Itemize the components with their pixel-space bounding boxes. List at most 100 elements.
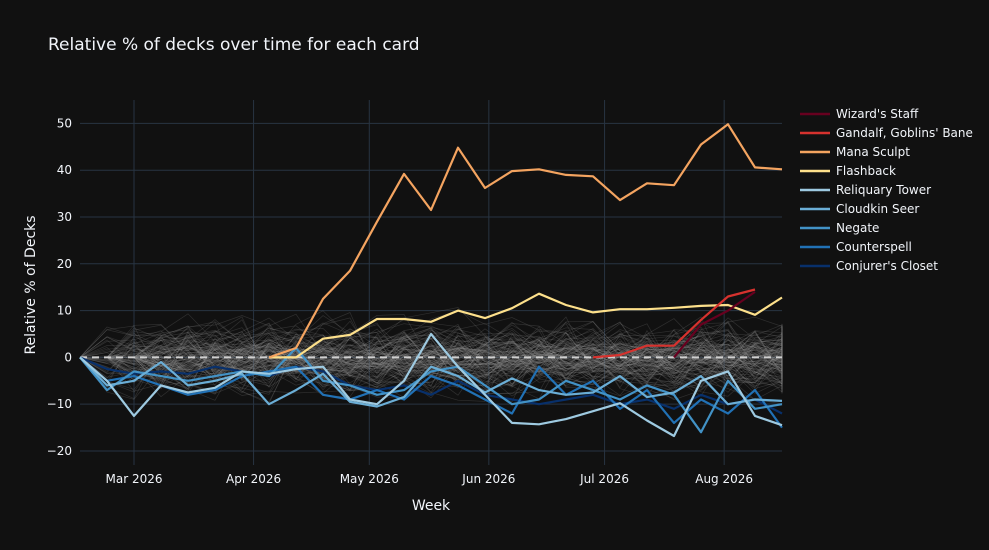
plot-area: [80, 100, 782, 465]
background-line: [106, 339, 783, 372]
legend-item[interactable]: Negate: [800, 221, 879, 235]
legend-item[interactable]: Gandalf, Goblins' Bane: [800, 126, 973, 140]
legend-label: Wizard's Staff: [836, 107, 919, 121]
background-line: [79, 336, 783, 388]
background-line: [106, 345, 783, 366]
background-line: [79, 330, 783, 390]
background-line: [106, 347, 783, 370]
background-line: [133, 346, 783, 370]
x-tick-label: Aug 2026: [695, 472, 753, 486]
background-line: [133, 348, 783, 372]
y-tick-label: 50: [57, 116, 72, 130]
background-line: [106, 323, 783, 392]
legend-label: Flashback: [836, 164, 896, 178]
x-axis-title: Week: [412, 498, 451, 514]
background-line: [79, 341, 783, 377]
legend-label: Cloudkin Seer: [836, 202, 919, 216]
series-line: [79, 356, 783, 408]
series-line: [269, 292, 783, 359]
background-line: [106, 330, 783, 395]
background-line: [133, 332, 783, 376]
background-line: [106, 334, 783, 389]
y-axis-title: Relative % of Decks: [23, 215, 39, 354]
background-line: [106, 345, 783, 367]
legend-item[interactable]: Wizard's Staff: [800, 107, 919, 121]
legend-label: Mana Sculpt: [836, 145, 910, 159]
legend: Wizard's Staff Gandalf, Goblins' Bane Mana…: [800, 107, 973, 273]
x-tick-label: May 2026: [340, 472, 399, 486]
background-line: [133, 332, 783, 401]
background-line: [133, 319, 783, 396]
series-line: [592, 288, 756, 359]
series-line: [268, 123, 783, 359]
background-line: [133, 335, 783, 378]
background-line: [106, 343, 783, 374]
background-line: [106, 338, 783, 377]
background-line: [133, 316, 783, 392]
background-line: [133, 341, 783, 374]
x-tick-label: Mar 2026: [106, 472, 163, 486]
series-line: [79, 346, 783, 434]
legend-item[interactable]: Flashback: [800, 164, 896, 178]
background-line: [79, 339, 783, 375]
y-tick-label: 30: [57, 210, 72, 224]
background-line: [106, 324, 783, 405]
background-line: [133, 341, 783, 375]
legend-label: Conjurer's Closet: [836, 259, 938, 273]
background-line: [79, 307, 783, 400]
background-line: [106, 325, 783, 382]
background-line: [106, 335, 783, 378]
background-line: [79, 321, 783, 394]
background-line: [79, 337, 783, 389]
legend-item[interactable]: Counterspell: [800, 240, 912, 254]
background-line: [79, 331, 783, 379]
series-line: [79, 332, 783, 438]
background-line: [106, 339, 783, 385]
background-line: [133, 348, 783, 383]
background-line: [79, 321, 783, 386]
background-line: [107, 323, 783, 386]
background-line: [133, 331, 783, 379]
legend-label: Counterspell: [836, 240, 912, 254]
y-axis-ticks: 50 40 30 20 10 0 −10 −20: [47, 116, 72, 458]
background-line: [79, 329, 783, 392]
legend-item[interactable]: Cloudkin Seer: [800, 202, 919, 216]
background-line: [79, 337, 783, 387]
background-line: [106, 346, 783, 371]
background-line: [79, 324, 783, 380]
background-line: [106, 343, 783, 376]
background-line: [79, 329, 783, 387]
background-line: [79, 341, 783, 374]
legend-item[interactable]: Conjurer's Closet: [800, 259, 938, 273]
background-line: [106, 342, 783, 379]
background-line: [79, 316, 783, 388]
background-line: [106, 328, 783, 386]
background-line: [79, 322, 783, 398]
y-tick-label: −20: [47, 444, 72, 458]
x-tick-label: Jun 2026: [461, 472, 515, 486]
background-line: [133, 322, 783, 389]
background-line: [79, 344, 783, 377]
series-line: [79, 356, 783, 429]
background-line: [106, 331, 783, 396]
background-line: [106, 331, 783, 381]
background-line: [79, 335, 783, 380]
background-line: [79, 329, 783, 400]
background-line: [133, 342, 783, 379]
series-line: [673, 290, 756, 359]
background-line: [133, 339, 783, 403]
background-line: [106, 335, 783, 375]
background-line: [79, 327, 783, 389]
chart-title: Relative % of decks over time for each c…: [48, 35, 420, 55]
background-line: [106, 322, 783, 388]
background-line: [79, 339, 783, 384]
x-tick-label: Apr 2026: [226, 472, 281, 486]
legend-item[interactable]: Mana Sculpt: [800, 145, 910, 159]
background-line: [133, 327, 783, 384]
y-tick-label: −10: [47, 397, 72, 411]
background-line: [79, 316, 783, 402]
series-line: [79, 356, 783, 415]
background-line: [79, 346, 783, 367]
legend-item[interactable]: Reliquary Tower: [800, 183, 931, 197]
